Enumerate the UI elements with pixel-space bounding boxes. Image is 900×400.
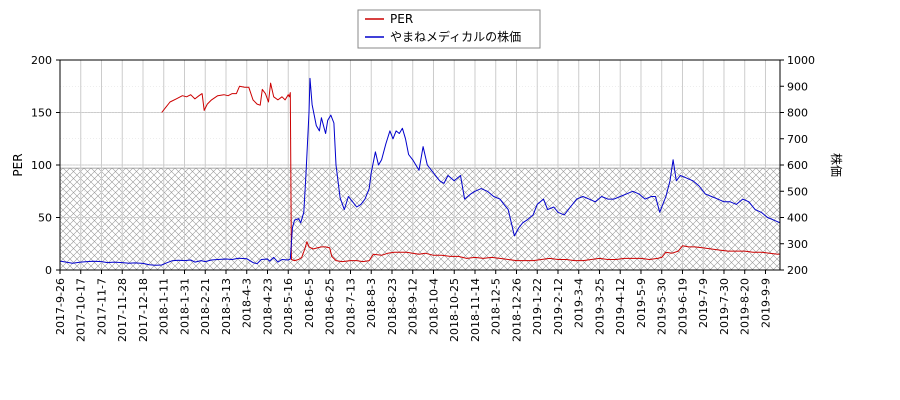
x-tick-label-29: 2019-5-30: [656, 278, 669, 335]
right-axis-label: 株価: [829, 153, 844, 177]
right-tick-label-7: 900: [787, 80, 808, 93]
x-tick-label-27: 2019-4-12: [614, 278, 627, 335]
legend-label-per: PER: [390, 12, 413, 26]
x-tick-label-30: 2019-6-19: [676, 278, 689, 335]
x-axis-ticks: 2017-9-26 2017-10-17 2017-11-7 2017-11-28 20…: [54, 270, 772, 342]
x-tick-label-4: 2017-12-18: [137, 278, 150, 342]
right-axis-ticks: 200 300 400 500 600 700 800 900 1000: [780, 54, 815, 277]
left-axis-ticks: 0 50 100 150 200: [31, 54, 60, 277]
x-tick-label-24: 2019-2-12: [552, 278, 565, 335]
left-tick-label-3: 150: [31, 107, 52, 120]
x-tick-label-22: 2018-12-26: [510, 278, 523, 342]
x-tick-label-7: 2018-2-21: [199, 278, 212, 335]
right-tick-label-5: 700: [787, 133, 808, 146]
x-tick-label-2: 2017-11-7: [95, 278, 108, 335]
right-tick-label-1: 300: [787, 238, 808, 251]
hatch-band-fill: [60, 168, 780, 270]
x-tick-label-0: 2017-9-26: [54, 278, 67, 335]
x-tick-label-31: 2019-7-9: [697, 278, 710, 328]
right-tick-label-3: 500: [787, 185, 808, 198]
x-tick-label-9: 2018-4-3: [241, 278, 254, 328]
left-tick-label-0: 0: [45, 264, 52, 277]
x-tick-label-8: 2018-3-13: [220, 278, 233, 335]
x-tick-label-34: 2019-9-9: [759, 278, 772, 328]
x-tick-label-3: 2017-11-28: [116, 278, 129, 342]
legend-box: [357, 9, 541, 49]
legend: PER やまねメディカルの株価: [357, 9, 541, 49]
left-tick-label-2: 100: [31, 159, 52, 172]
x-tick-label-12: 2018-6-5: [303, 278, 316, 328]
x-tick-label-1: 2017-10-17: [75, 278, 88, 342]
x-tick-label-21: 2018-12-5: [490, 278, 503, 335]
hatch-band: [60, 167, 780, 270]
x-tick-label-13: 2018-6-25: [324, 278, 337, 335]
x-tick-label-6: 2018-1-31: [178, 278, 191, 335]
x-tick-label-17: 2018-9-12: [407, 278, 420, 335]
x-tick-label-25: 2019-3-4: [573, 278, 586, 328]
left-tick-label-1: 50: [38, 212, 52, 225]
left-tick-label-4: 200: [31, 54, 52, 67]
right-tick-label-0: 200: [787, 264, 808, 277]
x-tick-label-5: 2018-1-11: [158, 278, 171, 335]
series-line-per: [161, 82, 780, 263]
left-axis-label: PER: [11, 153, 25, 176]
x-tick-label-32: 2019-7-30: [718, 278, 731, 335]
right-tick-label-8: 1000: [787, 54, 815, 67]
x-tick-label-33: 2019-8-20: [739, 278, 752, 335]
right-tick-label-2: 400: [787, 212, 808, 225]
x-tick-label-26: 2019-3-25: [593, 278, 606, 335]
x-tick-label-11: 2018-5-16: [282, 278, 295, 335]
x-tick-label-15: 2018-8-3: [365, 278, 378, 328]
x-tick-label-16: 2018-8-23: [386, 278, 399, 335]
x-tick-label-23: 2019-1-22: [531, 278, 544, 335]
x-tick-label-20: 2018-11-14: [469, 278, 482, 342]
series-lines: [60, 77, 780, 266]
x-tick-label-14: 2018-7-13: [344, 278, 357, 335]
x-tick-label-10: 2018-4-23: [261, 278, 274, 335]
legend-label-price: やまねメディカルの株価: [390, 29, 521, 44]
series-line-price: [60, 77, 780, 266]
x-tick-label-19: 2018-10-25: [448, 278, 461, 342]
x-tick-label-18: 2018-10-4: [427, 278, 440, 335]
x-tick-label-28: 2019-5-9: [635, 278, 648, 328]
right-tick-label-6: 800: [787, 107, 808, 120]
right-tick-label-4: 600: [787, 159, 808, 172]
